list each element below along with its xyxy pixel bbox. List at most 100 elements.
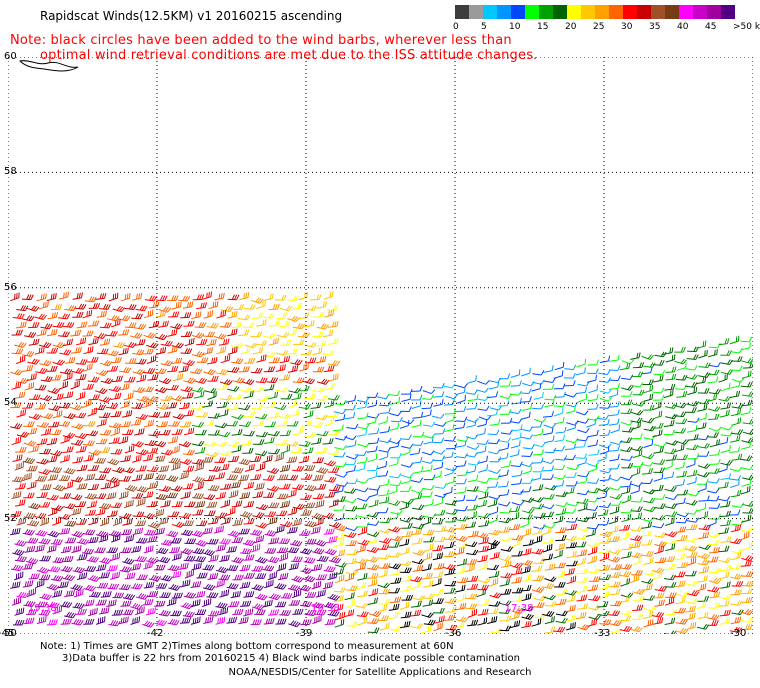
wind-barb: [207, 375, 219, 382]
wind-barb: [251, 386, 264, 393]
barb-feather: [140, 454, 142, 460]
barb-feather: [71, 414, 76, 419]
barb-feather: [164, 405, 169, 410]
barb-feather: [243, 293, 246, 299]
barb-feather: [126, 347, 129, 354]
barb-feather: [182, 366, 185, 372]
barb-feather: [321, 493, 325, 500]
barb-feather: [314, 474, 318, 481]
barb-feather: [321, 483, 325, 490]
barb-feather: [28, 402, 32, 409]
barb-shaft: [302, 380, 312, 385]
barb-feather: [228, 564, 232, 571]
wind-barb: [15, 499, 26, 507]
barb-feather: [228, 380, 233, 386]
barb-feather: [324, 395, 329, 401]
barb-feather: [62, 581, 65, 588]
barb-feather: [66, 435, 68, 442]
wind-barb: [110, 318, 121, 328]
barb-feather: [142, 375, 145, 381]
barb-feather: [93, 376, 98, 382]
barb-feather: [103, 572, 106, 578]
barb-feather: [211, 370, 216, 375]
wind-barb: [214, 457, 227, 463]
wind-barb: [134, 555, 147, 563]
wind-barb: [143, 367, 156, 374]
barb-feather: [322, 394, 326, 401]
barb-feather: [79, 518, 83, 525]
barb-feather: [100, 457, 104, 464]
wind-barb: [82, 363, 93, 372]
wind-barb: [63, 503, 76, 510]
wind-barb: [202, 291, 212, 300]
wind-barb: [105, 492, 117, 500]
barb-feather: [107, 447, 111, 453]
wind-barb: [286, 328, 297, 337]
barb-feather: [241, 304, 245, 310]
barb-feather: [68, 555, 72, 562]
barb-feather: [214, 301, 217, 307]
barb-feather: [112, 330, 116, 337]
wind-barb: [160, 360, 173, 367]
barb-feather: [139, 403, 144, 409]
barb-feather: [43, 359, 48, 365]
barb-shaft: [71, 425, 81, 430]
barb-feather: [132, 444, 135, 451]
barb-feather: [302, 510, 306, 516]
barb-feather: [194, 368, 199, 374]
barb-feather: [199, 311, 202, 317]
barb-feather: [200, 333, 205, 339]
barb-feather: [255, 297, 260, 303]
barb-feather: [91, 537, 95, 543]
wind-barb: [131, 292, 143, 301]
barb-feather: [258, 573, 262, 579]
barb-feather: [81, 501, 85, 507]
barb-feather: [310, 465, 314, 471]
wind-barb: [99, 467, 112, 474]
barb-feather: [234, 420, 239, 427]
barb-feather: [202, 572, 206, 578]
wind-barb: [87, 376, 100, 383]
barb-feather: [284, 413, 289, 419]
barb-feather: [150, 356, 153, 362]
barb-feather: [30, 332, 35, 338]
wind-barb: [35, 367, 48, 374]
barb-feather: [128, 400, 130, 406]
legend-label: 25: [593, 22, 605, 32]
barb-feather: [225, 305, 229, 312]
wind-barb: [312, 331, 324, 338]
barb-shaft: [83, 425, 93, 427]
barb-shaft: [312, 389, 322, 393]
barb-feather: [247, 554, 251, 561]
wind-barb: [322, 329, 334, 338]
barb-feather: [127, 383, 130, 389]
barb-feather: [285, 356, 288, 362]
barb-feather: [67, 403, 71, 409]
barb-feather: [217, 545, 220, 551]
barb-feather: [261, 346, 264, 353]
barb-feather: [220, 347, 222, 353]
barb-feather: [225, 401, 228, 408]
barb-feather: [151, 591, 154, 597]
wind-barb: [183, 592, 197, 599]
barb-feather: [238, 377, 243, 383]
wind-barb: [183, 555, 196, 562]
barb-feather: [27, 492, 31, 498]
barb-feather: [90, 309, 93, 316]
barb-feather: [280, 404, 285, 410]
barb-shaft: [95, 390, 104, 395]
barb-feather: [321, 311, 325, 318]
barb-feather: [186, 348, 191, 354]
barb-feather: [221, 555, 224, 562]
wind-barb: [118, 583, 131, 591]
wind-barb: [167, 511, 180, 518]
barb-shaft: [230, 326, 240, 329]
wind-barb: [47, 387, 61, 395]
barb-shaft: [255, 435, 265, 438]
barb-feather: [268, 313, 273, 319]
wind-barb: [122, 557, 135, 565]
barb-feather: [177, 395, 182, 401]
wind-barb: [70, 380, 80, 390]
barb-feather: [20, 348, 24, 354]
barb-feather: [104, 377, 109, 383]
